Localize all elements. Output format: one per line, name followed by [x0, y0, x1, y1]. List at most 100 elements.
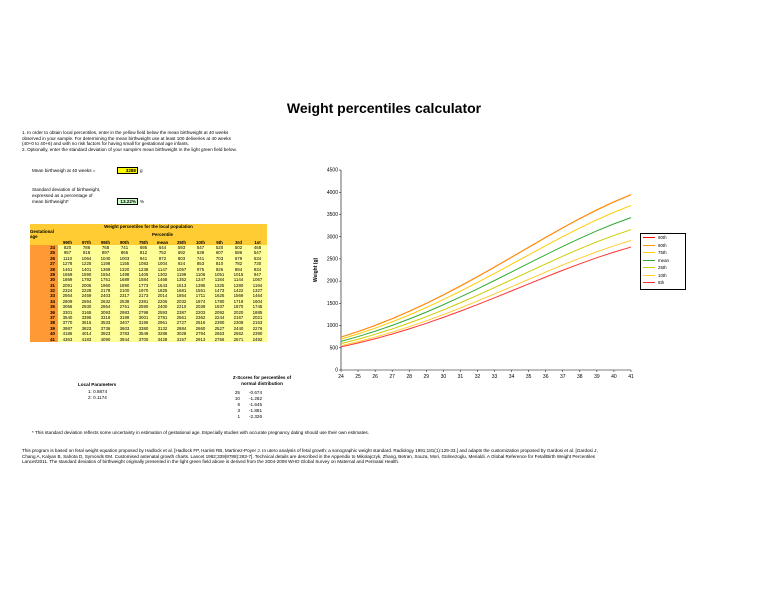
- weight-cell: 1064: [77, 255, 96, 261]
- weight-cell: 1144: [229, 277, 248, 283]
- weight-cell: 1960: [96, 282, 115, 288]
- weight-cell: 1327: [248, 287, 267, 294]
- table-row: 35 3056 2930 2864 2761 2590 2400 2210 2039 1937 18…: [30, 304, 267, 310]
- y-tick-label: 500: [330, 345, 339, 351]
- weight-cell: 782: [229, 260, 248, 267]
- series-line: [340, 246, 632, 348]
- weight-cell: 1937: [210, 304, 229, 310]
- weight-cell: 1711: [191, 293, 210, 299]
- weight-cell: 3428: [153, 336, 172, 342]
- legend-swatch: [643, 259, 655, 261]
- ga-cell: 26: [30, 255, 58, 261]
- table-row: 40 4186 4014 3923 3783 3549 3288 3028 2794 2653 25…: [30, 331, 267, 337]
- legend-item: 10th: [641, 272, 685, 280]
- sd-input[interactable]: 13.22%: [117, 198, 138, 205]
- weight-cell: 4014: [77, 331, 96, 337]
- ga-cell: 41: [30, 336, 58, 342]
- weight-cell: 894: [229, 266, 248, 272]
- x-tick-label: 29: [424, 374, 430, 380]
- weight-cell: 4183: [77, 336, 96, 342]
- zscore-row: 10 -1.282: [228, 396, 262, 402]
- weight-cell: 803: [172, 255, 191, 261]
- weight-cell: 2913: [191, 336, 210, 342]
- weight-cell: 1057: [172, 266, 191, 272]
- table-row: 41 4363 4183 4090 3944 3700 3428 3157 2913 2766 26…: [30, 336, 267, 342]
- weight-cell: 1155: [115, 260, 134, 267]
- local-param: 1: 0.8874: [88, 389, 108, 394]
- weight-cell: 865: [115, 250, 134, 256]
- weight-cell: 1401: [77, 266, 96, 272]
- sd-unit: %: [140, 199, 145, 204]
- weight-cell: 1278: [58, 260, 77, 267]
- weight-cell: 1970: [134, 287, 153, 294]
- weight-cell: 2032: [172, 298, 191, 305]
- weight-cell: 2671: [229, 336, 248, 342]
- weight-cell: 730: [248, 260, 267, 267]
- weight-cell: 3132: [153, 325, 172, 332]
- weight-cell: 1110: [58, 255, 77, 261]
- weight-cell: 2561: [172, 314, 191, 321]
- weight-cell: 1885: [248, 309, 267, 315]
- weight-cell: 1147: [153, 266, 172, 272]
- weight-cell: 918: [77, 250, 96, 256]
- weight-cell: 2884: [172, 325, 191, 332]
- weight-cell: 4186: [58, 331, 77, 337]
- weight-cell: 1184: [210, 277, 229, 283]
- table-row: 37 3540 3395 3318 3199 3001 2781 2561 2362 2244 21…: [30, 314, 267, 321]
- weight-cell: 2014: [153, 293, 172, 299]
- x-tick-label: 31: [458, 374, 464, 380]
- weight-cell: 2362: [191, 314, 210, 321]
- legend-item: 90th: [641, 242, 685, 250]
- footer-line: Lancet/2011. The standard deviation of b…: [22, 459, 400, 465]
- footnote: * This standard deviation reflects some …: [32, 430, 369, 435]
- weight-cell: 1464: [248, 293, 267, 299]
- chart-legend: 90th 90th 75th mean 25th 10th 5th: [640, 233, 686, 290]
- weight-cell: 2564: [58, 293, 77, 299]
- legend-swatch: [643, 252, 655, 254]
- legend-label: 90th: [658, 242, 667, 248]
- weight-cell: 4090: [96, 336, 115, 342]
- table-subtitle: Percentile: [58, 229, 267, 240]
- zscore-percentile: 1: [237, 414, 240, 419]
- ga-cell: 34: [30, 298, 58, 305]
- weight-cell: 2005: [77, 282, 96, 288]
- weight-cell: 1067: [248, 277, 267, 283]
- weight-cell: 941: [134, 255, 153, 261]
- weight-cell: 2527: [210, 325, 229, 332]
- percentile-header: 75th: [134, 239, 153, 245]
- weight-cell: 1773: [134, 282, 153, 288]
- table-row: 39 3987 3823 3736 3603 3380 3132 2884 2660 2527 24…: [30, 325, 267, 332]
- table-row: 27 1278 1225 1198 1155 1083 1004 924 853 810 782 73…: [30, 260, 267, 267]
- local-params-title: Local Parameters: [78, 382, 117, 387]
- mean-birthweight-input[interactable]: 3288: [117, 167, 138, 174]
- weight-cell: 834: [248, 266, 267, 272]
- percentile-header: 90th: [115, 239, 134, 245]
- mean-birthweight-label: Mean birthweigh at 40 weeks =: [32, 168, 96, 173]
- legend-item: 75th: [641, 249, 685, 257]
- ga-cell: 29: [30, 271, 58, 278]
- sd-label-2: expressed as a percentage of: [32, 193, 93, 198]
- zscore-title-1: Z-Scores for percentiles of: [232, 375, 292, 380]
- x-tick-label: 25: [355, 374, 361, 380]
- weight-cell: 810: [210, 260, 229, 267]
- y-tick-label: 4000: [327, 190, 338, 196]
- weight-cell: 3923: [96, 331, 115, 337]
- weight-cell: 2983: [115, 309, 134, 315]
- y-tick-label: 2000: [327, 279, 338, 285]
- weight-cell: 3380: [134, 325, 153, 332]
- percentile-header: 3rd: [229, 239, 248, 245]
- table-row: 32 2324 2228 2178 2100 1970 1825 1681 1551 1473 14…: [30, 287, 267, 294]
- table-row: 30 1869 1792 1751 1689 1584 1468 1352 1247 1184 11…: [30, 277, 267, 283]
- ga-cell: 24: [30, 244, 58, 251]
- legend-label: 5th: [658, 280, 665, 286]
- weight-cell: 695: [134, 244, 153, 251]
- zscore-value: -1.645: [248, 402, 262, 407]
- weight-cell: 1874: [191, 298, 210, 305]
- percentile-header: 99th: [58, 239, 77, 245]
- weight-cell: 1643: [153, 282, 172, 288]
- x-tick-label: 24: [338, 374, 344, 380]
- table-row: 26 1110 1064 1040 1003 941 872 803 741 703 679 634: [30, 255, 267, 261]
- legend-item: 5th: [641, 279, 685, 287]
- table-row: 34 2809 2694 2632 2538 2381 2206 2032 1874 1780 17…: [30, 298, 267, 305]
- weight-cell: 3301: [58, 309, 77, 315]
